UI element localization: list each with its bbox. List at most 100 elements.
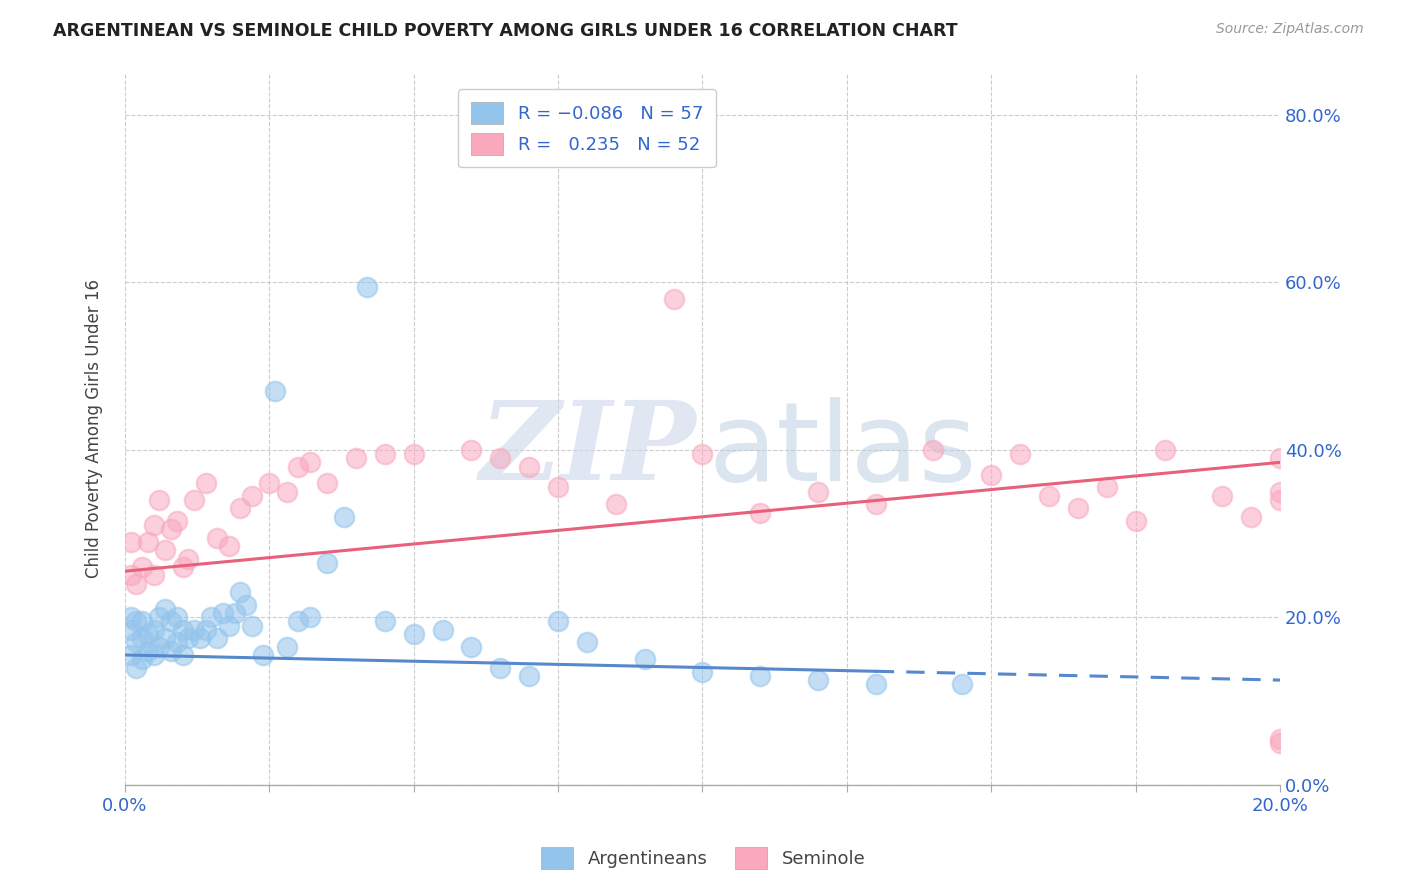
Point [125, 615, 148, 629]
Text: Source: ZipAtlas.com: Source: ZipAtlas.com [1216, 22, 1364, 37]
Point [634, 652, 657, 666]
Point [160, 522, 183, 536]
Point [316, 556, 339, 570]
Point [547, 481, 569, 495]
Point [807, 484, 830, 499]
Point [489, 451, 512, 466]
Y-axis label: Child Poverty Among Girls Under 16: Child Poverty Among Girls Under 16 [86, 279, 103, 578]
Point [605, 497, 627, 511]
Point [517, 459, 540, 474]
Legend: Argentineans, Seminole: Argentineans, Seminole [533, 839, 873, 876]
Point [131, 652, 153, 666]
Point [460, 640, 482, 654]
Point [212, 606, 235, 620]
Point [194, 623, 217, 637]
Point [287, 459, 309, 474]
Point [1125, 514, 1147, 528]
Point [1268, 736, 1291, 750]
Point [276, 640, 298, 654]
Text: ARGENTINEAN VS SEMINOLE CHILD POVERTY AMONG GIRLS UNDER 16 CORRELATION CHART: ARGENTINEAN VS SEMINOLE CHILD POVERTY AM… [53, 22, 957, 40]
Point [125, 635, 148, 649]
Point [120, 610, 142, 624]
Point [120, 568, 142, 582]
Point [218, 539, 240, 553]
Point [517, 669, 540, 683]
Text: ZIP: ZIP [479, 396, 696, 504]
Point [489, 660, 512, 674]
Point [172, 648, 194, 662]
Point [692, 447, 714, 461]
Point [229, 585, 252, 599]
Point [172, 560, 194, 574]
Point [160, 644, 183, 658]
Point [257, 476, 280, 491]
Point [120, 648, 142, 662]
Point [177, 551, 200, 566]
Point [344, 451, 367, 466]
Point [662, 292, 685, 306]
Point [807, 673, 830, 687]
Point [374, 615, 396, 629]
Point [166, 635, 188, 649]
Point [298, 455, 321, 469]
Point [1010, 447, 1032, 461]
Point [120, 623, 142, 637]
Point [374, 447, 396, 461]
Point [224, 606, 246, 620]
Point [172, 623, 194, 637]
Point [229, 501, 252, 516]
Point [402, 627, 425, 641]
Point [1038, 489, 1060, 503]
Point [142, 568, 165, 582]
Point [316, 476, 339, 491]
Point [460, 442, 482, 457]
Text: atlas: atlas [709, 397, 977, 504]
Point [160, 615, 183, 629]
Point [1240, 509, 1263, 524]
Point [142, 518, 165, 533]
Point [155, 602, 177, 616]
Point [252, 648, 274, 662]
Point [865, 677, 887, 691]
Point [692, 665, 714, 679]
Point [188, 631, 211, 645]
Point [402, 447, 425, 461]
Point [148, 640, 170, 654]
Point [131, 631, 153, 645]
Point [749, 506, 772, 520]
Point [136, 644, 159, 658]
Point [547, 615, 569, 629]
Point [194, 476, 217, 491]
Point [264, 384, 287, 399]
Point [1095, 481, 1118, 495]
Point [183, 493, 205, 508]
Point [1067, 501, 1090, 516]
Point [166, 514, 188, 528]
Point [136, 627, 159, 641]
Point [950, 677, 973, 691]
Point [125, 660, 148, 674]
Point [356, 279, 378, 293]
Point [177, 631, 200, 645]
Point [125, 576, 148, 591]
Point [142, 623, 165, 637]
Point [298, 610, 321, 624]
Point [183, 623, 205, 637]
Point [235, 598, 257, 612]
Point [142, 648, 165, 662]
Point [240, 489, 263, 503]
Point [207, 531, 229, 545]
Point [1268, 451, 1291, 466]
Point [1268, 484, 1291, 499]
Point [155, 543, 177, 558]
Point [200, 610, 222, 624]
Point [1153, 442, 1175, 457]
Point [136, 535, 159, 549]
Point [276, 484, 298, 499]
Point [131, 560, 153, 574]
Point [432, 623, 454, 637]
Legend: R = −0.086   N = 57, R =   0.235   N = 52: R = −0.086 N = 57, R = 0.235 N = 52 [458, 89, 716, 168]
Point [1268, 493, 1291, 508]
Point [148, 610, 170, 624]
Point [865, 497, 887, 511]
